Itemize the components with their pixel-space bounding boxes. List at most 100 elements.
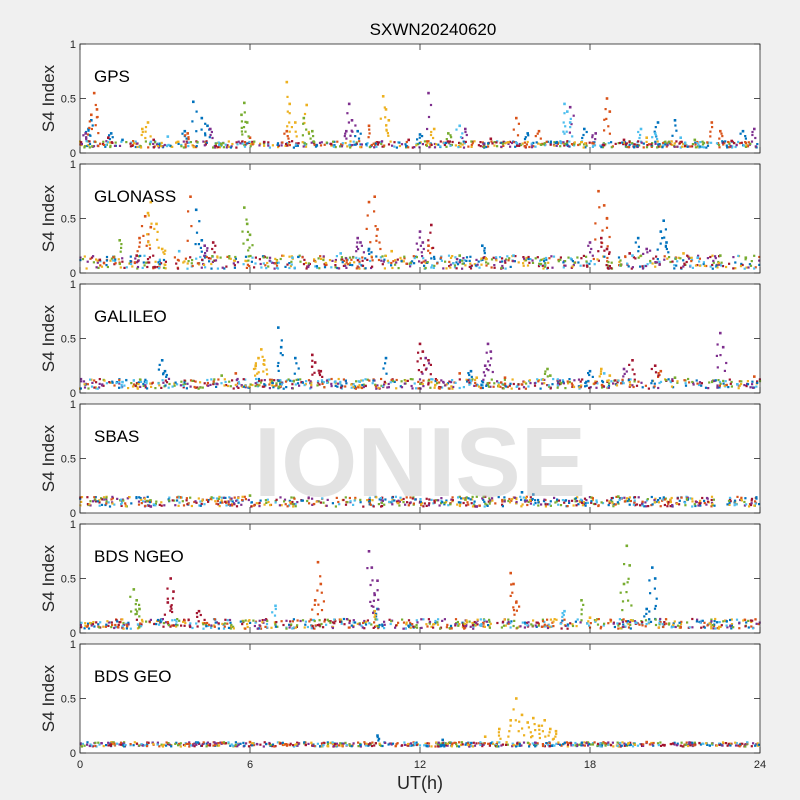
baseline-point [387,386,390,389]
baseline-point [528,379,531,382]
baseline-point [503,618,506,621]
baseline-point [593,263,596,266]
data-point [645,136,648,139]
baseline-point [456,503,459,506]
baseline-point [471,621,474,625]
baseline-point [457,146,460,149]
baseline-point [455,267,458,270]
baseline-point [144,504,147,507]
baseline-point [731,145,734,148]
baseline-point [360,264,363,267]
baseline-point [516,742,519,745]
baseline-point [270,626,273,629]
baseline-point [105,264,108,267]
baseline-point [370,143,373,147]
baseline-point [467,497,470,500]
data-point [367,550,371,553]
baseline-point [619,627,622,630]
baseline-point [577,378,581,381]
baseline-point [354,621,357,624]
data-point [87,129,90,132]
baseline-point [465,504,468,507]
data-point [564,125,567,128]
baseline-point [191,259,194,262]
data-point [213,251,216,254]
baseline-point [694,141,697,144]
baseline-point [226,619,229,622]
data-point [339,252,342,255]
baseline-point [492,256,495,259]
baseline-point [450,745,453,748]
baseline-point [542,143,545,146]
baseline-point [454,144,457,147]
baseline-point [657,143,660,146]
baseline-point [176,140,179,143]
data-point [149,505,153,508]
baseline-point [670,381,673,384]
data-point [307,130,310,134]
baseline-point [390,264,393,267]
baseline-point [589,260,592,263]
baseline-point [344,263,347,266]
baseline-point [135,618,138,621]
baseline-point [657,501,661,504]
baseline-point [358,384,361,387]
baseline-point [144,500,147,503]
baseline-point [217,141,220,144]
baseline-point [301,381,304,384]
baseline-point [223,625,226,628]
baseline-point [86,503,89,506]
baseline-point [200,266,203,269]
baseline-point [622,623,625,626]
baseline-point [742,619,745,622]
data-point [119,250,122,253]
baseline-point [599,742,602,745]
baseline-point [555,500,558,503]
data-point [243,206,246,209]
baseline-point [628,381,631,384]
baseline-point [202,140,205,143]
baseline-point [553,744,556,747]
baseline-point [456,745,459,748]
baseline-point [707,141,710,144]
data-point [262,140,266,144]
baseline-point [641,386,644,389]
baseline-point [378,742,381,745]
baseline-point [390,743,393,746]
baseline-point [189,256,192,259]
data-point [164,249,167,252]
data-point [720,132,723,135]
baseline-point [556,379,559,382]
baseline-point [273,379,276,382]
baseline-point [607,379,610,382]
baseline-point [562,266,565,269]
baseline-point [310,627,313,630]
baseline-point [421,382,424,385]
baseline-point [90,256,94,259]
baseline-point [462,501,465,505]
baseline-point [592,142,595,145]
baseline-point [409,496,412,499]
baseline-point [596,744,599,747]
baseline-point [724,140,727,143]
baseline-point [409,378,412,381]
baseline-point [730,618,733,621]
baseline-point [430,378,433,381]
baseline-point [614,142,617,145]
baseline-point [257,384,260,387]
baseline-point [592,144,595,147]
data-point [288,112,291,115]
baseline-point [247,255,250,258]
data-point [588,241,592,244]
baseline-point [743,500,746,504]
baseline-point [757,623,760,626]
data-point [418,133,422,136]
baseline-point [370,256,373,259]
baseline-point [430,257,433,260]
baseline-point [195,257,198,260]
data-point [369,241,372,244]
baseline-point [229,257,232,260]
baseline-point [108,381,111,384]
